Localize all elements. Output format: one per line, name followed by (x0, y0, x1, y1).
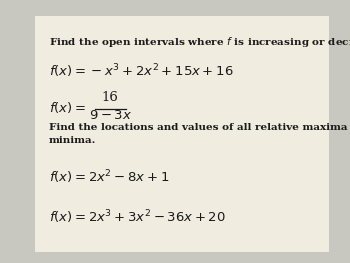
Text: $f(x) =$: $f(x) =$ (49, 100, 86, 115)
Text: $f(x) = 2x^3 + 3x^2 - 36x + 20$: $f(x) = 2x^3 + 3x^2 - 36x + 20$ (49, 208, 226, 226)
Text: $f(x) = -x^3 + 2x^2 + 15x + 16$: $f(x) = -x^3 + 2x^2 + 15x + 16$ (49, 62, 233, 80)
Text: Find the locations and values of all relative maxima and
minima.: Find the locations and values of all rel… (49, 123, 350, 145)
Text: $9 - 3x$: $9 - 3x$ (89, 109, 132, 122)
Text: 16: 16 (102, 91, 119, 104)
Bar (35, 16, 329, 252)
Text: $f(x) = 2x^2 - 8x + 1$: $f(x) = 2x^2 - 8x + 1$ (49, 169, 169, 186)
Text: Find the open intervals where $f$ is increasing or decreasing.: Find the open intervals where $f$ is inc… (49, 35, 350, 49)
